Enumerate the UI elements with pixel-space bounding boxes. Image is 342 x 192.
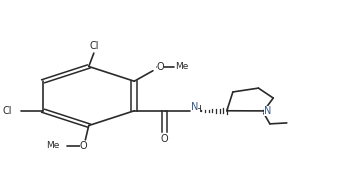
- Text: Me: Me: [175, 62, 188, 71]
- Text: Cl: Cl: [89, 41, 98, 51]
- Text: N: N: [191, 102, 198, 112]
- Text: Cl: Cl: [3, 106, 12, 116]
- Text: Me: Me: [47, 141, 60, 150]
- Text: H: H: [195, 105, 201, 114]
- Text: N: N: [264, 106, 272, 116]
- Text: O: O: [161, 134, 169, 144]
- Text: O: O: [157, 62, 164, 72]
- Text: O: O: [80, 141, 88, 151]
